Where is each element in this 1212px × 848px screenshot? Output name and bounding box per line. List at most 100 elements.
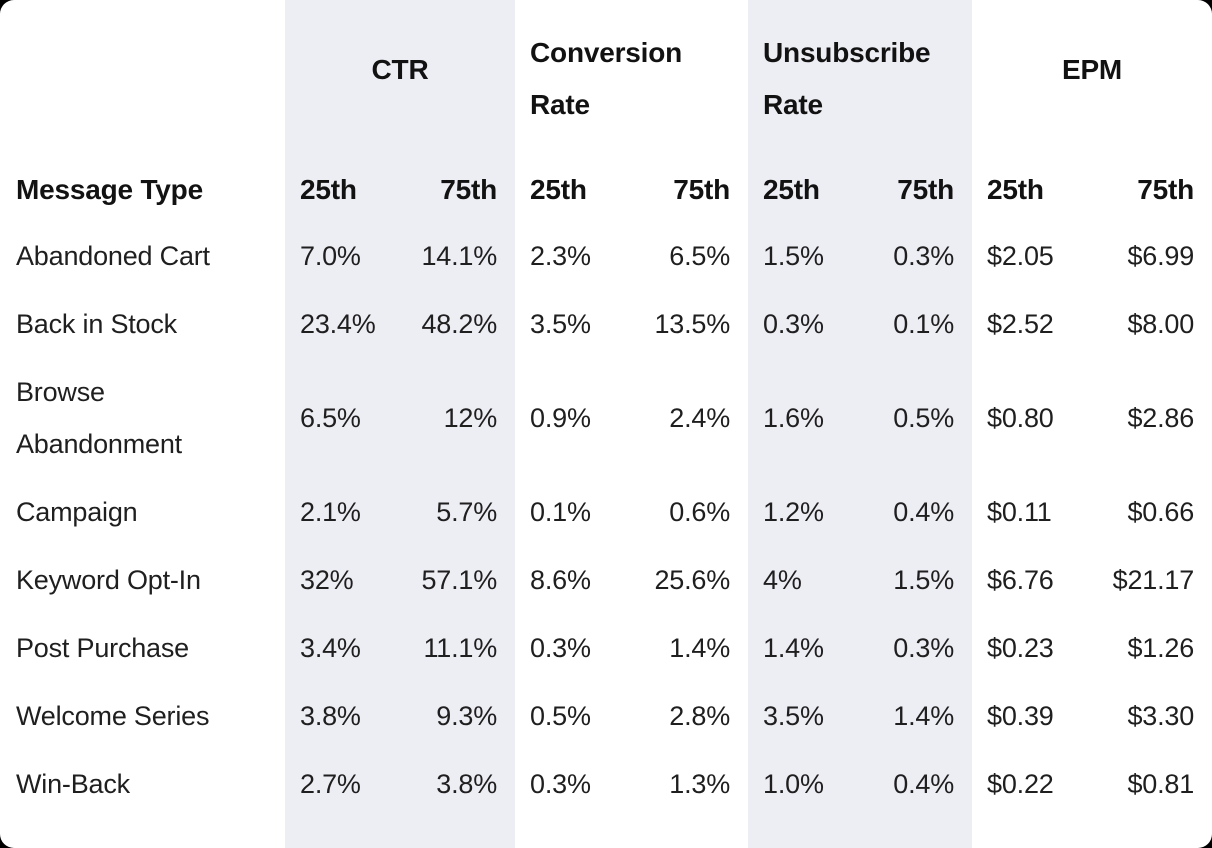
metric-value: 2.7% — [285, 750, 397, 818]
column-header-message-type: Message Type — [16, 174, 203, 205]
metric-value: 1.6% — [748, 358, 859, 478]
metric-value: 6.5% — [669, 240, 731, 271]
row-label: Campaign — [0, 478, 285, 546]
metric-value: 0.3% — [748, 290, 859, 358]
metric-value: 0.4% — [858, 750, 973, 818]
metric-value: 0.5% — [858, 358, 973, 478]
metric-value: 1.4% — [748, 614, 859, 682]
metric-value: 5.7% — [397, 478, 516, 546]
metric-value: 1.4% — [669, 632, 731, 663]
metric-value: 1.5% — [748, 222, 859, 290]
row-label-text: Win-Back — [16, 769, 130, 799]
metric-value: $0.80 — [987, 402, 1054, 433]
metric-value: 0.1% — [530, 496, 591, 527]
metric-value: 3.8% — [397, 750, 516, 818]
metric-value: 1.3% — [669, 768, 731, 799]
metric-value: 2.1% — [285, 478, 397, 546]
column-header-conversion-75th: 75th — [673, 174, 731, 205]
metric-value: $21.17 — [1112, 564, 1195, 595]
metric-value: 1.2% — [748, 478, 859, 546]
metric-value: 3.5% — [530, 308, 591, 339]
metric-value: $1.26 — [1127, 632, 1195, 663]
metric-value: $0.23 — [987, 632, 1054, 663]
table-row-browse-abandonment: Browse Abandonment 6.5% 12% 0.9% 2.4% 1.… — [0, 358, 1212, 478]
row-label-text: Abandoned Cart — [16, 241, 210, 271]
metric-value: 0.9% — [530, 402, 591, 433]
column-header-ctr-25th: 25th — [285, 158, 397, 222]
table-row-back-in-stock: Back in Stock 23.4% 48.2% 3.5% 13.5% 0.3… — [0, 290, 1212, 358]
row-label: Back in Stock — [0, 290, 285, 358]
metric-value: 0.3% — [858, 222, 973, 290]
metric-value: 11.1% — [397, 614, 516, 682]
row-label: Keyword Opt-In — [0, 546, 285, 614]
row-label-text: Back in Stock — [16, 309, 177, 339]
metric-value: 1.4% — [858, 682, 973, 750]
table-row-abandoned-cart: Abandoned Cart 7.0% 14.1% 2.3% 6.5% 1.5%… — [0, 222, 1212, 290]
row-label-text: Post Purchase — [16, 633, 189, 663]
column-header-unsubscribe-75th: 75th — [858, 158, 973, 222]
metric-value: $3.30 — [1127, 700, 1195, 731]
metric-value: 9.3% — [397, 682, 516, 750]
column-header-ctr-75th: 75th — [397, 158, 516, 222]
metric-value: $6.76 — [987, 564, 1054, 595]
column-header-row: Message Type 25th 75th 25th 75th 25th 75… — [0, 158, 1212, 222]
table-row-welcome-series: Welcome Series 3.8% 9.3% 0.5% 2.8% 3.5% … — [0, 682, 1212, 750]
row-label-text: Campaign — [16, 497, 138, 527]
metric-value: 2.8% — [669, 700, 731, 731]
metric-value: 23.4% — [285, 290, 397, 358]
row-label-text: Welcome Series — [16, 701, 210, 731]
row-label: Browse Abandonment — [0, 358, 285, 478]
row-label: Welcome Series — [0, 682, 285, 750]
metric-value: 7.0% — [285, 222, 397, 290]
metric-value: 13.5% — [654, 308, 731, 339]
metric-value: 0.3% — [530, 632, 591, 663]
metric-value: $6.99 — [1127, 240, 1195, 271]
group-header-ctr: CTR — [285, 0, 516, 158]
table-row-campaign: Campaign 2.1% 5.7% 0.1% 0.6% 1.2% 0.4% $… — [0, 478, 1212, 546]
metric-value: 3.4% — [285, 614, 397, 682]
metric-value: 6.5% — [285, 358, 397, 478]
metric-value: 2.4% — [669, 402, 731, 433]
metric-value: 0.5% — [530, 700, 591, 731]
metric-value: 1.5% — [858, 546, 973, 614]
row-label: Post Purchase — [0, 614, 285, 682]
group-header-spacer — [0, 0, 285, 158]
metric-value: $0.39 — [987, 700, 1054, 731]
metric-value: 12% — [397, 358, 516, 478]
metric-value: 0.4% — [858, 478, 973, 546]
table-row-win-back: Win-Back 2.7% 3.8% 0.3% 1.3% 1.0% 0.4% $… — [0, 750, 1212, 818]
metric-value: $2.86 — [1127, 402, 1195, 433]
table-row-post-purchase: Post Purchase 3.4% 11.1% 0.3% 1.4% 1.4% … — [0, 614, 1212, 682]
group-header-unsubscribe-rate: Unsubscribe Rate — [748, 0, 973, 158]
metric-value: 2.3% — [530, 240, 591, 271]
metric-value: 32% — [285, 546, 397, 614]
row-label-text: Keyword Opt-In — [16, 565, 201, 595]
metric-value: 1.0% — [748, 750, 859, 818]
metric-value: $0.11 — [987, 496, 1052, 527]
metric-value: 0.3% — [530, 768, 591, 799]
group-header-epm: EPM — [1061, 54, 1123, 85]
metric-value: 57.1% — [397, 546, 516, 614]
metric-value: $0.22 — [987, 768, 1054, 799]
column-header-conversion-25th: 25th — [530, 174, 587, 205]
group-header-row: CTR Conversion Rate Unsubscribe Rate EPM — [0, 0, 1212, 158]
column-header-epm-75th: 75th — [1137, 174, 1195, 205]
row-label-text: Browse Abandonment — [16, 377, 182, 459]
metric-value: 0.3% — [858, 614, 973, 682]
table-row-keyword-opt-in: Keyword Opt-In 32% 57.1% 8.6% 25.6% 4% 1… — [0, 546, 1212, 614]
metric-value: 0.1% — [858, 290, 973, 358]
row-label: Win-Back — [0, 750, 285, 818]
metric-value: 14.1% — [397, 222, 516, 290]
metric-value: 25.6% — [654, 564, 731, 595]
bottom-spacer-row — [0, 818, 1212, 848]
metric-value: 0.6% — [669, 496, 731, 527]
column-header-epm-25th: 25th — [987, 174, 1044, 205]
metric-value: 48.2% — [397, 290, 516, 358]
row-label: Abandoned Cart — [0, 222, 285, 290]
metric-value: $0.66 — [1127, 496, 1195, 527]
group-header-conversion-rate: Conversion Rate — [530, 37, 683, 120]
metric-value: 3.5% — [748, 682, 859, 750]
column-header-unsubscribe-25th: 25th — [748, 158, 859, 222]
metric-value: $2.52 — [987, 308, 1054, 339]
